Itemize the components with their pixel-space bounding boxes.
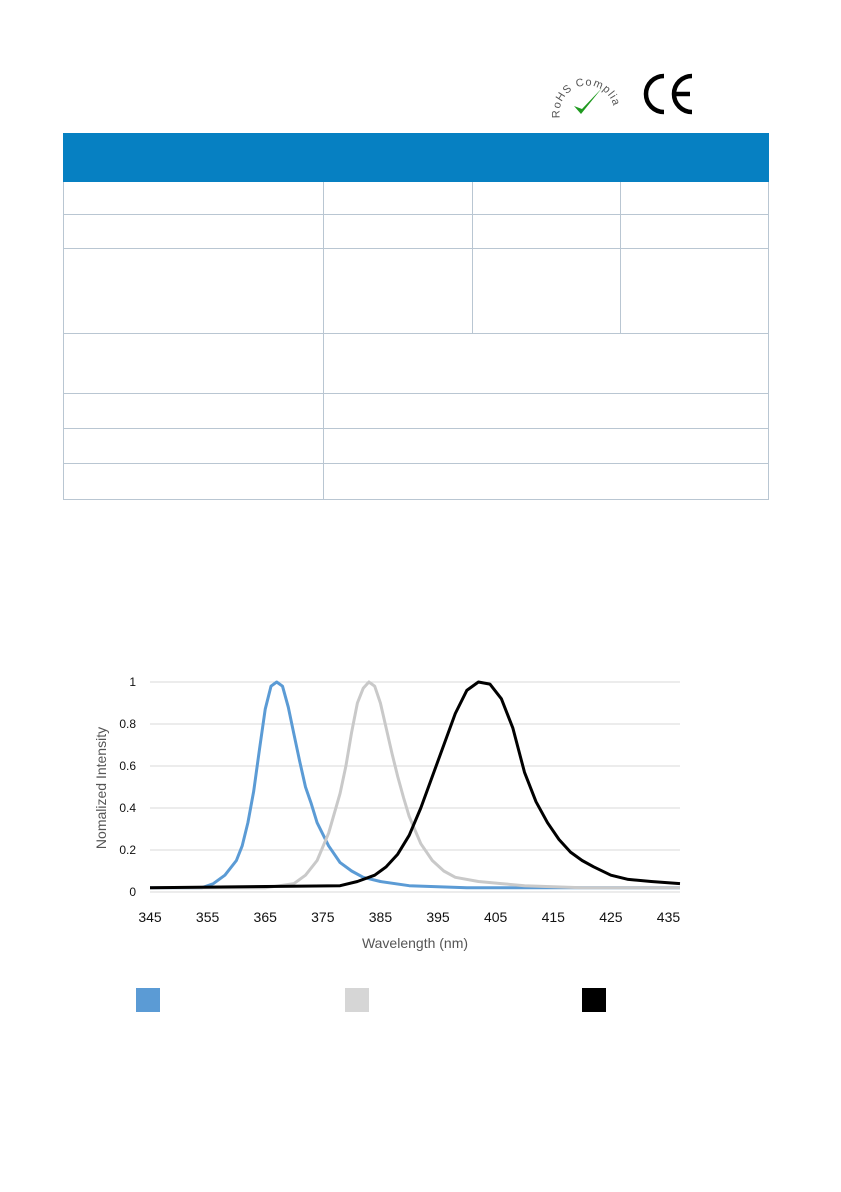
series-line-2 <box>150 680 680 890</box>
rohs-compliant-logo: RoHS Compliant <box>548 66 622 118</box>
table-cell <box>323 214 473 249</box>
table-row <box>63 333 770 394</box>
x-tick-label: 345 <box>138 909 162 925</box>
table-cell <box>472 248 621 334</box>
table-cell <box>322 393 770 429</box>
x-tick-label: 405 <box>484 909 508 925</box>
spectrum-chart: 345 355 365 375 385 395 405 415 425 435 0 0.2 0.4 0.… <box>93 675 681 951</box>
table-row <box>63 181 770 215</box>
table-header-cell <box>322 133 770 182</box>
x-tick-label: 385 <box>369 909 393 925</box>
legend-swatch-series-1 <box>136 988 160 1012</box>
x-tick-label: 395 <box>426 909 450 925</box>
x-tick-label: 435 <box>657 909 681 925</box>
rohs-text: RoHS Compliant <box>548 66 621 118</box>
table-cell <box>63 428 324 464</box>
x-tick-label: 425 <box>599 909 623 925</box>
x-tick-label: 415 <box>542 909 566 925</box>
y-tick-label: 0.8 <box>119 717 136 731</box>
table-cell <box>63 393 324 429</box>
table-header-row <box>63 133 770 182</box>
x-axis-title: Wavelength (nm) <box>362 935 468 951</box>
x-tick-label: 375 <box>311 909 335 925</box>
y-tick-label: 0.6 <box>119 759 136 773</box>
table-cell <box>619 214 770 249</box>
table-row <box>63 428 770 464</box>
table-cell <box>323 181 473 215</box>
table-row <box>63 214 770 249</box>
legend-swatch-series-2 <box>345 988 369 1012</box>
x-tick-label: 365 <box>254 909 278 925</box>
specification-table <box>63 133 770 500</box>
table-header-cell <box>63 133 324 182</box>
table-cell <box>619 181 770 215</box>
table-cell <box>63 463 324 500</box>
y-tick-label: 0.4 <box>119 801 136 815</box>
table-cell <box>63 214 324 249</box>
table-cell <box>63 333 324 394</box>
table-cell <box>323 248 473 334</box>
y-axis-title: Nomalized Intensity <box>93 727 109 849</box>
y-tick-label: 0.2 <box>119 843 136 857</box>
chart-series <box>149 680 681 890</box>
table-cell <box>472 214 621 249</box>
x-axis-ticks: 345 355 365 375 385 395 405 415 425 435 <box>138 909 680 925</box>
table-cell <box>322 333 770 394</box>
y-tick-label: 1 <box>129 675 136 689</box>
ce-mark-logo <box>643 73 693 115</box>
svg-text:RoHS Compliant: RoHS Compliant <box>548 66 622 118</box>
table-cell <box>63 181 324 215</box>
table-cell <box>472 181 621 215</box>
series-line-3 <box>149 680 681 890</box>
legend-swatch-series-3 <box>582 988 606 1012</box>
certification-badges: RoHS Compliant <box>548 66 708 130</box>
y-tick-label: 0 <box>129 885 136 899</box>
table-cell <box>619 248 770 334</box>
table-row <box>63 393 770 429</box>
table-cell <box>322 428 770 464</box>
rohs-check-icon <box>574 88 602 114</box>
y-axis-ticks: 0 0.2 0.4 0.6 0.8 1 <box>119 675 136 899</box>
table-row <box>63 463 770 500</box>
table-cell <box>322 463 770 500</box>
series-line-1 <box>150 680 680 890</box>
table-cell <box>63 248 324 334</box>
x-tick-label: 355 <box>196 909 220 925</box>
chart-gridlines <box>150 681 680 893</box>
table-row <box>63 248 770 334</box>
